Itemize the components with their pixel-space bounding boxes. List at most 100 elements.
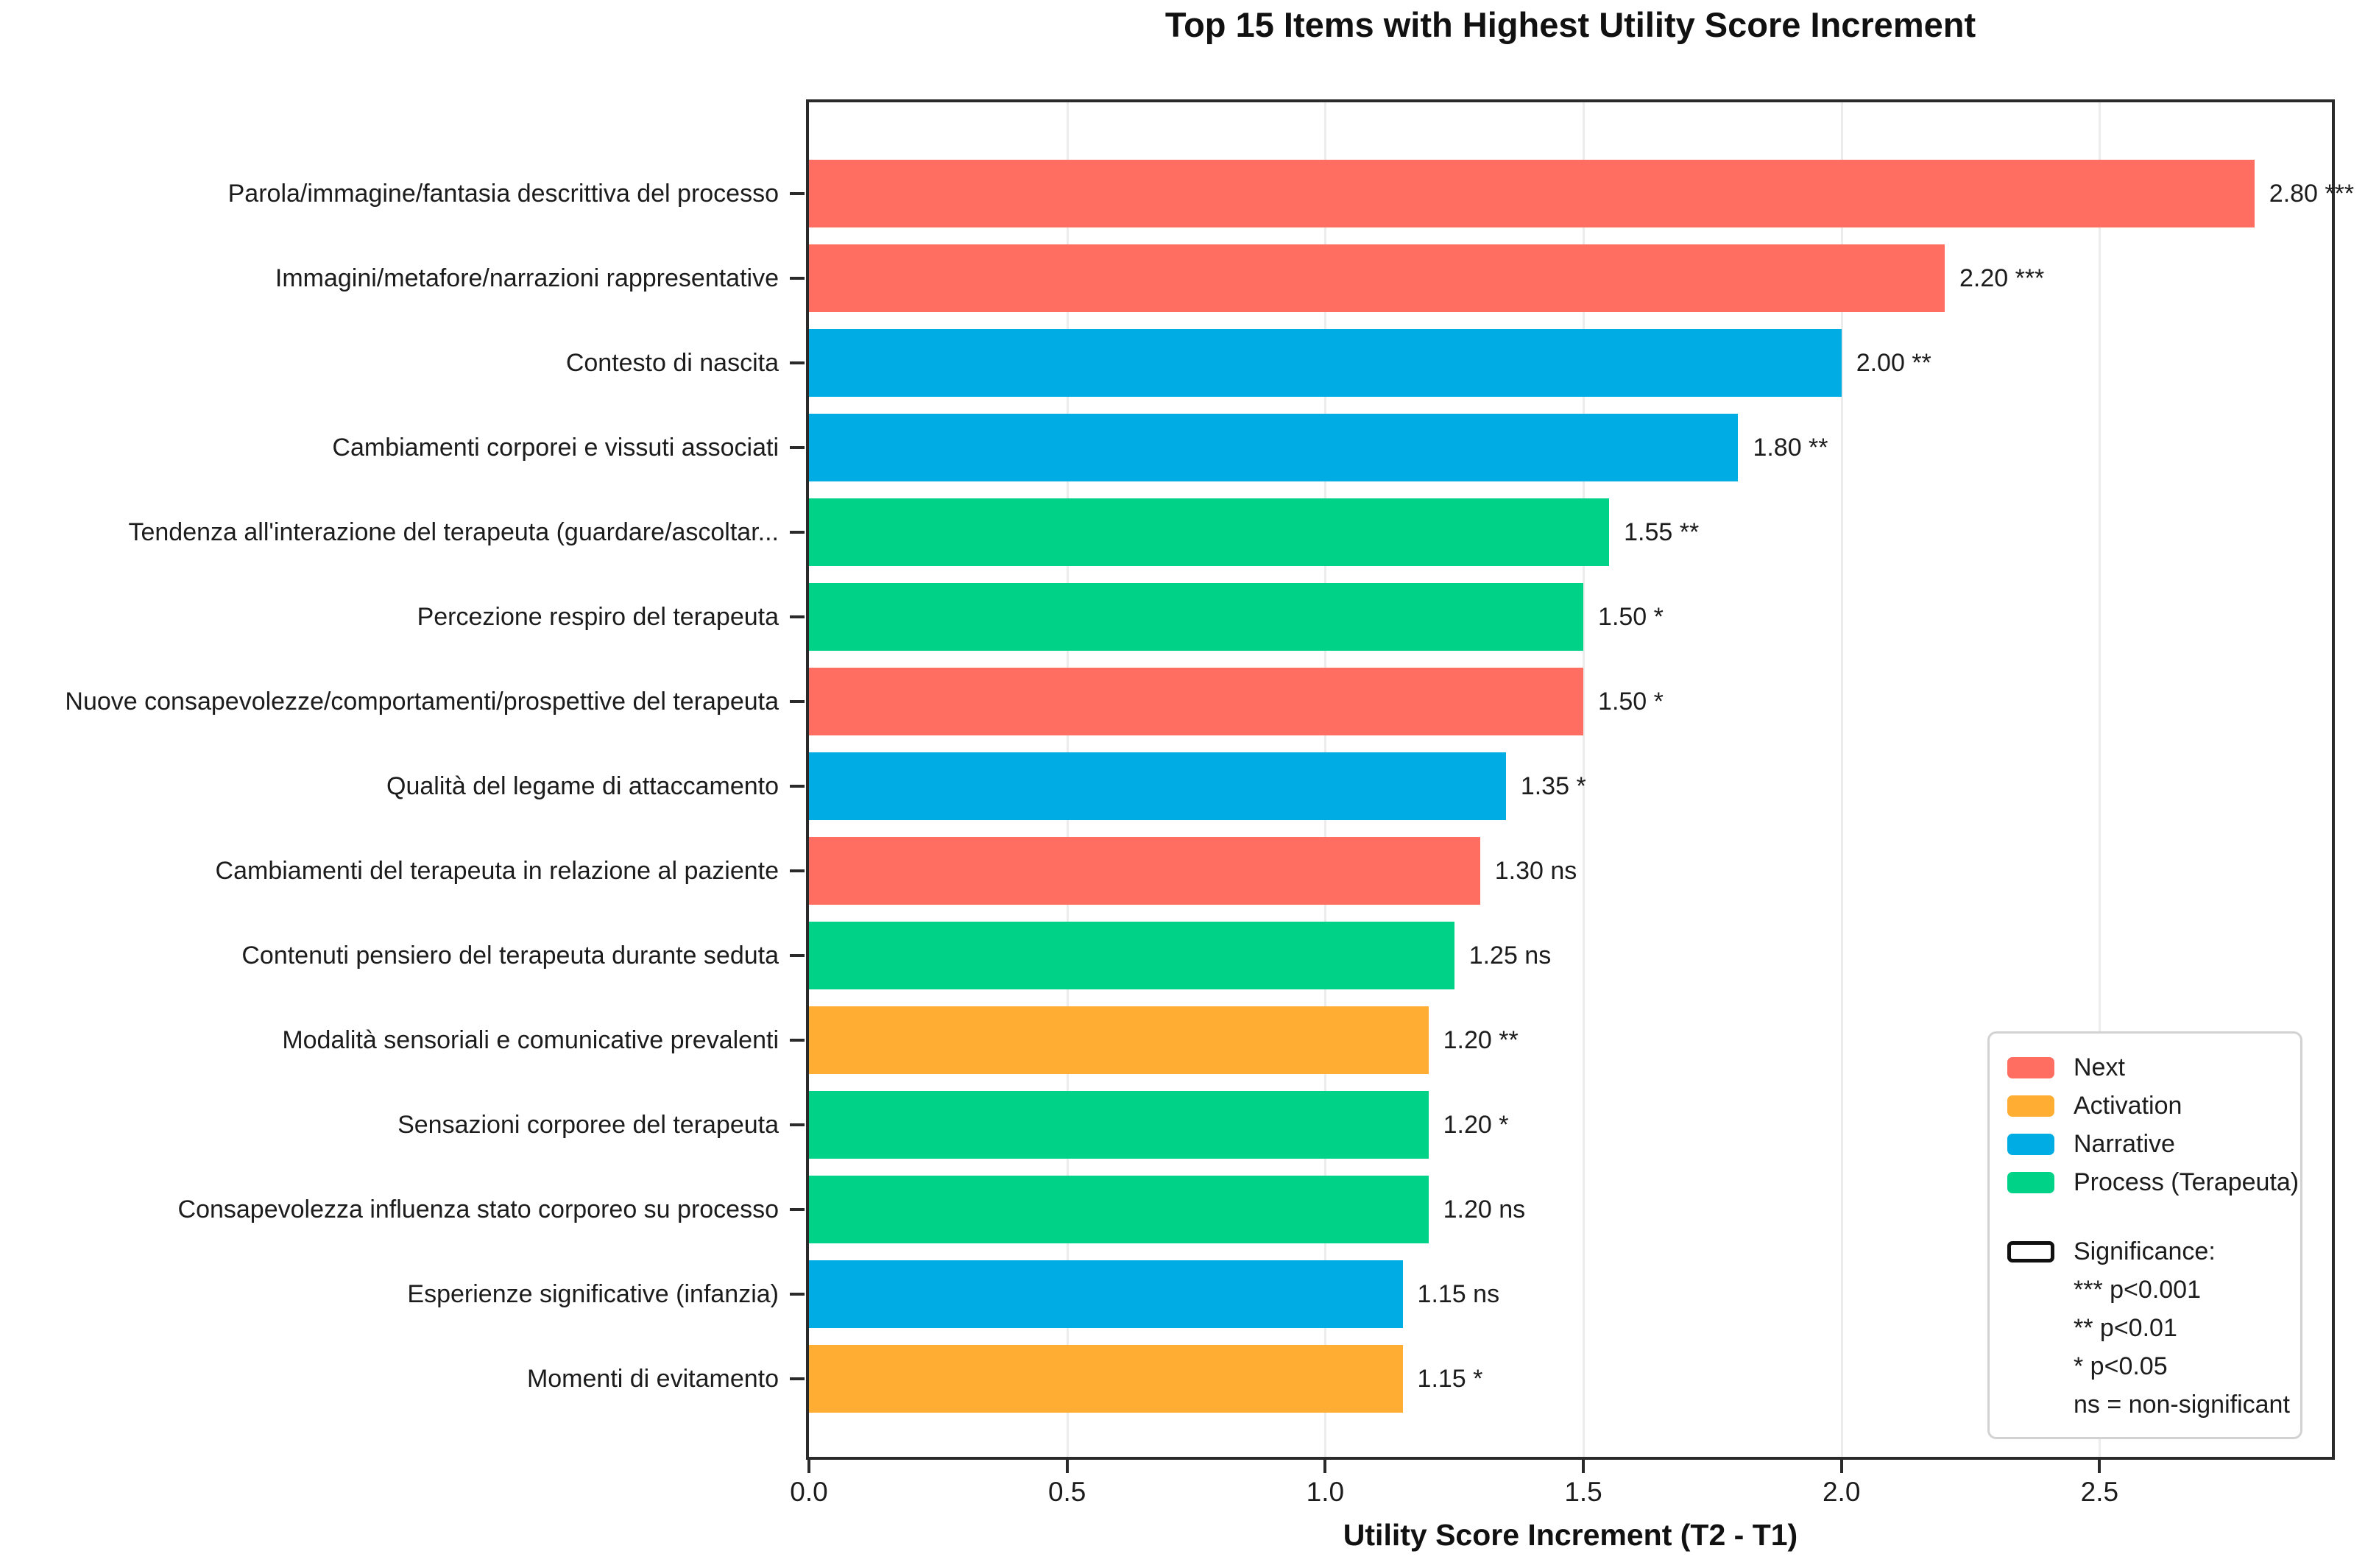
x-tick	[1582, 1460, 1586, 1473]
legend-label: Next	[2074, 1053, 2125, 1081]
x-tick	[1065, 1460, 1069, 1473]
legend-significance-lines: *** p<0.001 ** p<0.01 * p<0.05 ns = non-sig…	[2007, 1271, 2290, 1424]
significance-swatch-icon	[2007, 1240, 2054, 1262]
y-axis-label: Nuove consapevolezze/comportamenti/prosp…	[65, 688, 779, 716]
y-tick	[790, 1377, 805, 1380]
y-tick	[790, 1123, 805, 1126]
bar-value-label: 1.25 ns	[1468, 942, 1552, 970]
y-tick	[790, 277, 805, 280]
x-tick-label: 0.0	[790, 1477, 828, 1507]
bar-value-label: 1.15 ns	[1417, 1280, 1500, 1308]
y-axis-label: Qualità del legame di attaccamento	[386, 772, 779, 800]
bar-value-label: 1.35 *	[1520, 772, 1586, 800]
chart-title: Top 15 Items with Highest Utility Score …	[1164, 5, 1976, 44]
x-tick	[2098, 1460, 2101, 1473]
legend-significance-row: Significance:	[2007, 1232, 2283, 1271]
bar-value-label: 1.20 *	[1443, 1111, 1509, 1139]
bar-value-label: 1.15 *	[1417, 1365, 1483, 1393]
bar-row: Contenuti pensiero del terapeuta durante…	[0, 922, 2379, 989]
legend-significance-title: Significance:	[2074, 1237, 2216, 1265]
x-tick	[1323, 1460, 1327, 1473]
y-axis-label: Consapevolezza influenza stato corporeo …	[177, 1196, 779, 1223]
x-tick-label: 0.5	[1047, 1477, 1086, 1507]
bar-value-label: 2.00 **	[1856, 349, 1931, 377]
legend-categories: Next Activation Narrative Process (Terapeut…	[2007, 1048, 2299, 1201]
bar-value-label: 1.30 ns	[1494, 857, 1577, 885]
bar-row: Esperienze significative (infanzia) 1.15 …	[0, 1260, 2379, 1328]
y-tick	[790, 446, 805, 449]
bar-value-label: 2.20 ***	[1959, 264, 2045, 292]
bar	[809, 922, 1454, 989]
bar-row: Parola/immagine/fantasia descrittiva del…	[0, 160, 2379, 227]
bar-row: Contesto di nascita 2.00 **	[0, 329, 2379, 397]
bar-value-label: 1.55 **	[1624, 518, 1700, 546]
bar-row: Modalità sensoriali e comunicative preva…	[0, 1006, 2379, 1074]
bar-row: Sensazioni corporee del terapeuta 1.20 *	[0, 1091, 2379, 1159]
bar-value-label: 1.80 **	[1753, 434, 1828, 462]
bar-row: Cambiamenti corporei e vissuti associati…	[0, 414, 2379, 481]
y-tick	[790, 615, 805, 618]
y-tick	[790, 531, 805, 534]
bar	[809, 668, 1584, 735]
bar	[809, 1260, 1403, 1328]
y-tick	[790, 700, 805, 703]
y-axis-label: Contenuti pensiero del terapeuta durante…	[241, 942, 779, 970]
bar	[809, 1091, 1429, 1159]
bar	[809, 1345, 1403, 1413]
y-tick	[790, 785, 805, 788]
y-tick	[790, 1039, 805, 1042]
legend-swatch-icon	[2007, 1056, 2054, 1078]
y-tick	[790, 1293, 805, 1296]
y-axis-label: Tendenza all'interazione del terapeuta (…	[128, 518, 779, 546]
y-axis-label: Cambiamenti del terapeuta in relazione a…	[215, 857, 779, 885]
x-tick-label: 1.5	[1564, 1477, 1602, 1507]
y-tick	[790, 1208, 805, 1211]
y-axis-label: Sensazioni corporee del terapeuta	[397, 1111, 779, 1139]
x-tick-label: 1.0	[1306, 1477, 1345, 1507]
y-axis-label: Modalità sensoriali e comunicative preva…	[282, 1026, 779, 1054]
legend-label: Process (Terapeuta)	[2074, 1168, 2300, 1196]
y-tick	[790, 954, 805, 957]
y-axis-label: Percezione respiro del terapeuta	[417, 603, 779, 631]
y-axis-label: Momenti di evitamento	[526, 1365, 779, 1393]
x-axis-label: Utility Score Increment (T2 - T1)	[1343, 1518, 1798, 1552]
bar	[809, 1006, 1429, 1074]
legend-significance-line: *** p<0.001	[2074, 1276, 2201, 1304]
y-axis-label: Immagini/metafore/narrazioni rappresenta…	[275, 264, 779, 292]
y-axis-label: Parola/immagine/fantasia descrittiva del…	[227, 180, 779, 208]
legend-item: Next	[2007, 1048, 2283, 1087]
bar	[809, 414, 1739, 481]
legend-swatch-icon	[2007, 1171, 2054, 1193]
legend-item: Activation	[2007, 1087, 2283, 1125]
x-tick-label: 2.5	[2080, 1477, 2119, 1507]
legend-label: Activation	[2074, 1091, 2182, 1120]
y-tick	[790, 192, 805, 195]
legend-item: Narrative	[2007, 1125, 2283, 1163]
y-axis-label: Contesto di nascita	[565, 349, 779, 377]
bar-value-label: 1.50 *	[1598, 603, 1664, 631]
bar	[809, 583, 1584, 651]
bar-row: Qualità del legame di attaccamento 1.35 *	[0, 752, 2379, 820]
bar-row: Nuove consapevolezze/comportamenti/prosp…	[0, 668, 2379, 735]
bar-row: Immagini/metafore/narrazioni rappresenta…	[0, 244, 2379, 312]
x-tick	[807, 1460, 810, 1473]
bar-row: Consapevolezza influenza stato corporeo …	[0, 1176, 2379, 1243]
x-tick-label: 2.0	[1822, 1477, 1861, 1507]
bar	[809, 498, 1610, 566]
legend-significance-line: ns = non-significant	[2074, 1391, 2290, 1419]
y-axis-label: Cambiamenti corporei e vissuti associati	[332, 434, 779, 462]
bar-row: Momenti di evitamento 1.15 *	[0, 1345, 2379, 1413]
bar	[809, 837, 1480, 905]
legend-swatch-icon	[2007, 1133, 2054, 1155]
bar	[809, 244, 1945, 312]
legend-significance-line: ** p<0.01	[2074, 1314, 2177, 1342]
bar-row: Percezione respiro del terapeuta 1.50 *	[0, 583, 2379, 651]
bar-row: Tendenza all'interazione del terapeuta (…	[0, 498, 2379, 566]
legend-label: Narrative	[2074, 1129, 2175, 1158]
y-tick	[790, 869, 805, 872]
legend-swatch-icon	[2007, 1095, 2054, 1117]
bar-value-label: 1.50 *	[1598, 688, 1664, 716]
bar-value-label: 2.80 ***	[2269, 180, 2355, 208]
legend-item: Process (Terapeuta)	[2007, 1163, 2299, 1201]
